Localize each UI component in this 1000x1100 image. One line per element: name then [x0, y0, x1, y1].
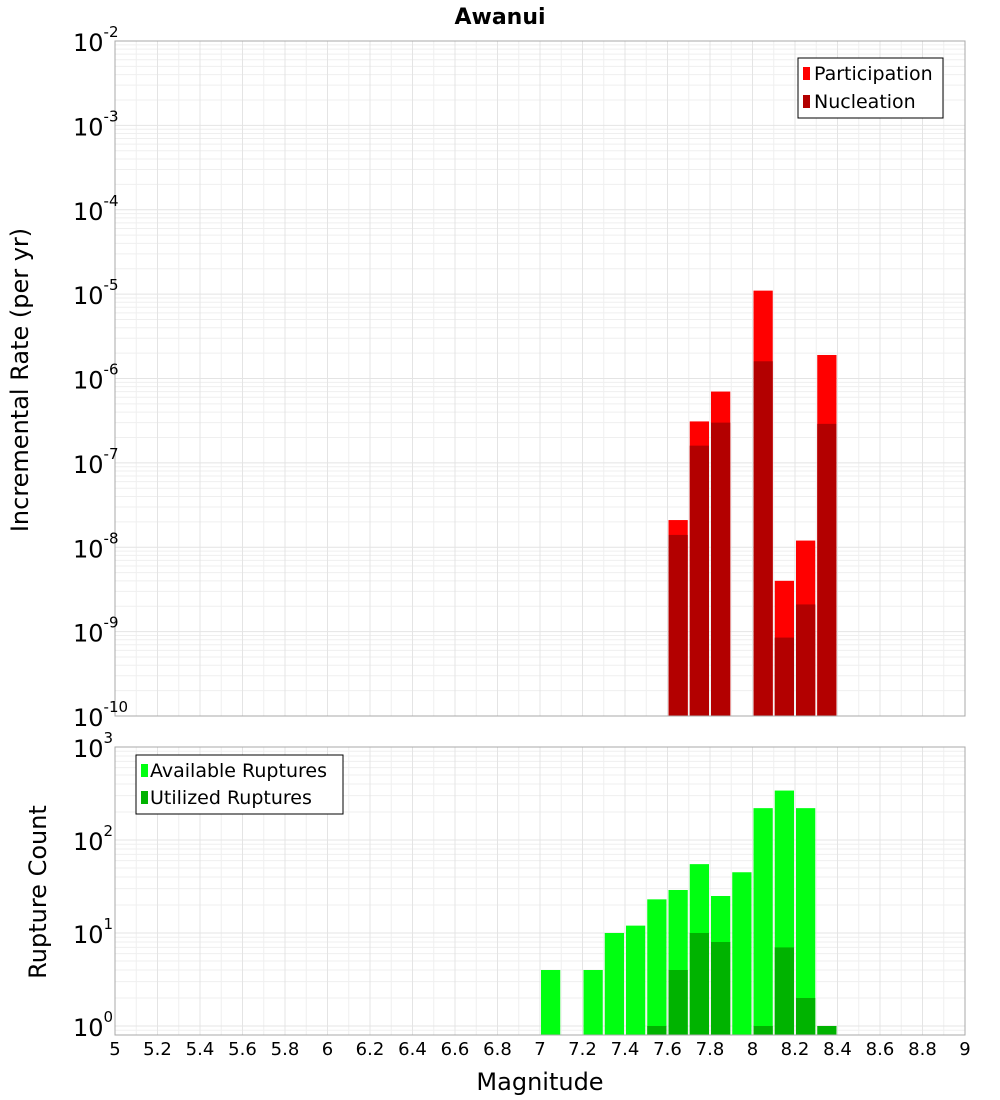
- legend-label-participation: Participation: [814, 63, 933, 85]
- y-tick-label: 100: [73, 1008, 113, 1042]
- rate-legend: Participation Nucleation: [797, 57, 944, 119]
- rate-bar-nucleation: [774, 637, 794, 716]
- count-bar-available-ruptures: [604, 932, 624, 1035]
- legend-label-utilized-ruptures: Utilized Ruptures: [150, 787, 312, 809]
- count-bar-utilized-ruptures: [668, 970, 688, 1035]
- rate-bar-nucleation: [796, 604, 816, 716]
- x-tick-label: 6.8: [483, 1039, 512, 1060]
- x-tick-label: 7: [534, 1039, 545, 1060]
- x-tick-label: 5.4: [186, 1039, 215, 1060]
- count-bar-available-ruptures: [796, 808, 816, 1035]
- y-tick-label: 10-7: [73, 445, 119, 479]
- rate-plot-frame: [114, 40, 966, 717]
- count-bar-available-ruptures: [541, 970, 561, 1035]
- y-tick-label: 102: [73, 822, 113, 856]
- rate-bar-nucleation: [668, 534, 688, 716]
- rate-bar-nucleation: [711, 422, 731, 716]
- count-bar-available-ruptures: [647, 899, 667, 1035]
- count-legend: Available Ruptures Utilized Ruptures: [135, 754, 344, 815]
- legend-swatch-available-ruptures: [141, 764, 148, 777]
- count-panel: 103 102 101 100 5 5.2 5.4 5.6 5.8 6 6.2 6.4 6.6 6.8 7…: [24, 729, 971, 1096]
- legend-swatch-participation: [803, 67, 810, 80]
- x-tick-label: 5.6: [228, 1039, 257, 1060]
- x-tick-label: 6.2: [356, 1039, 385, 1060]
- x-tick-label: 5: [109, 1039, 120, 1060]
- x-tick-label: 8.8: [908, 1039, 937, 1060]
- rate-bar-nucleation: [817, 423, 837, 716]
- count-legend-box: [135, 754, 344, 815]
- x-tick-label: 8.2: [781, 1039, 810, 1060]
- legend-swatch-utilized-ruptures: [141, 791, 148, 804]
- y-tick-label: 10-6: [73, 361, 119, 395]
- rate-y-axis-label: Incremental Rate (per yr): [6, 228, 34, 532]
- count-bar-available-ruptures: [583, 970, 603, 1035]
- x-axis-label: Magnitude: [476, 1068, 603, 1096]
- count-bar-available-ruptures: [626, 925, 646, 1035]
- rate-legend-box: [797, 57, 944, 119]
- x-tick-label: 7.2: [568, 1039, 597, 1060]
- count-bar-available-ruptures: [732, 872, 752, 1035]
- x-tick-label: 7.4: [611, 1039, 640, 1060]
- count-bar-utilized-ruptures: [774, 947, 794, 1035]
- legend-label-nucleation: Nucleation: [814, 91, 916, 113]
- count-y-axis-label: Rupture Count: [24, 805, 52, 979]
- count-bar-utilized-ruptures: [647, 1025, 667, 1035]
- y-tick-label: 101: [73, 915, 113, 949]
- x-tick-label: 8.4: [823, 1039, 852, 1060]
- count-bar-utilized-ruptures: [689, 932, 709, 1035]
- y-tick-label: 10-9: [73, 614, 119, 648]
- x-tick-label: 6.4: [398, 1039, 427, 1060]
- x-tick-label: 8: [747, 1039, 758, 1060]
- legend-swatch-nucleation: [803, 95, 810, 108]
- y-tick-label: 10-8: [73, 529, 119, 563]
- count-bar-utilized-ruptures: [711, 942, 731, 1035]
- y-tick-label: 10-2: [73, 23, 119, 57]
- x-tick-label: 7.6: [653, 1039, 682, 1060]
- y-tick-label: 10-4: [73, 192, 119, 226]
- x-tick-label: 7.8: [696, 1039, 725, 1060]
- x-tick-label: 8.6: [866, 1039, 895, 1060]
- chart-title: Awanui: [454, 5, 545, 30]
- x-tick-label: 6.6: [441, 1039, 470, 1060]
- rate-bar-nucleation: [753, 361, 773, 716]
- count-bar-utilized-ruptures: [817, 1025, 837, 1035]
- count-bar-available-ruptures: [753, 808, 773, 1035]
- rate-bar-nucleation: [689, 445, 709, 716]
- y-tick-label: 103: [73, 729, 113, 763]
- x-tick-label: 5.8: [271, 1039, 300, 1060]
- count-bar-utilized-ruptures: [753, 1025, 773, 1035]
- y-tick-label: 10-5: [73, 276, 119, 310]
- count-plot-frame: [114, 746, 966, 1036]
- x-tick-label: 6: [322, 1039, 333, 1060]
- count-bar-utilized-ruptures: [796, 997, 816, 1035]
- rate-panel: 10-2 10-3 10-4 10-5 10-6 10-7 10-8 10-9 10-10 In…: [6, 23, 966, 732]
- x-tick-label: 5.2: [143, 1039, 172, 1060]
- y-tick-label: 10-3: [73, 107, 119, 141]
- y-tick-label: 10-10: [73, 698, 128, 732]
- x-tick-label: 9: [959, 1039, 970, 1060]
- legend-label-available-ruptures: Available Ruptures: [150, 760, 327, 782]
